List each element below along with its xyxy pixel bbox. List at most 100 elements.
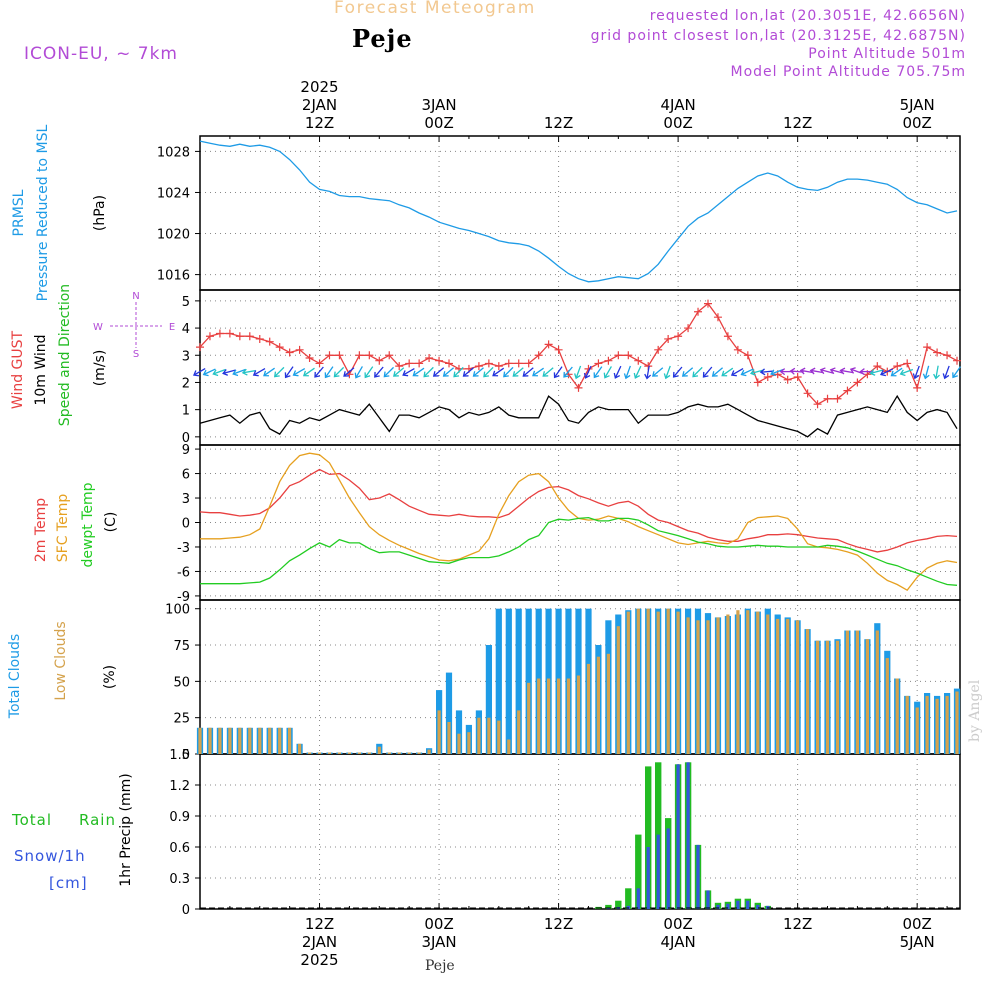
wind-arrow-head <box>922 373 930 380</box>
dewpt-series-line <box>200 516 958 586</box>
x-tick-label: 00Z <box>424 114 453 132</box>
wind-arrow-head <box>721 370 728 377</box>
snow-bar <box>676 764 680 909</box>
gust-point-marker <box>494 362 503 371</box>
low-clouds-bar <box>855 630 859 754</box>
snow-bar <box>696 844 700 909</box>
x-tick-label: 12Z <box>544 915 573 933</box>
wind-arrow-head <box>423 371 430 378</box>
sfc-temp-label: SFC Temp <box>55 494 71 563</box>
snow-bar <box>726 903 730 909</box>
low-clouds-bar <box>467 732 471 754</box>
wind-arrow-head <box>241 368 248 376</box>
wind-arrow-shaft <box>821 369 834 374</box>
snow-bar <box>686 762 690 909</box>
low-clouds-bar <box>367 752 371 754</box>
low-clouds-bar <box>636 608 640 754</box>
low-clouds-bar <box>327 752 332 754</box>
gust-point-marker <box>843 386 852 395</box>
gust-point-marker <box>733 345 742 354</box>
wind-direction-arrow <box>890 367 903 377</box>
wind-direction-arrow <box>402 368 415 377</box>
wind-arrow-head <box>583 372 591 379</box>
footer-location: Peje <box>425 958 455 974</box>
gust-point-marker <box>634 356 643 365</box>
wind-arrow-shaft <box>285 366 294 377</box>
y-tick-label: 2 <box>182 376 190 391</box>
wind-arrow-shaft <box>841 369 854 374</box>
wind-direction-arrow <box>613 365 622 379</box>
wind-arrow-head <box>809 367 816 375</box>
y-tick-label: 0 <box>182 748 190 763</box>
low-clouds-bar <box>766 614 770 754</box>
wind-arrow-shaft <box>653 367 664 376</box>
low-clouds-label: Low Clouds <box>53 621 69 700</box>
wind-arrow-shaft <box>264 367 275 376</box>
gust-point-marker <box>893 362 902 371</box>
wind-arrow-head <box>770 369 777 377</box>
wind-arrow-head <box>503 371 509 378</box>
gust-point-marker <box>275 343 284 352</box>
y-tick-label: 75 <box>173 639 190 654</box>
wind-direction-arrow <box>412 367 425 377</box>
wind-direction-arrow <box>292 368 306 377</box>
gust-point-marker <box>245 332 254 341</box>
pressure-label: Pressure Reduced to MSL <box>35 124 51 301</box>
wind-arrow-head <box>383 371 390 378</box>
y-axis-label: (m/s) <box>92 350 108 387</box>
total-rain-label: Total <box>11 811 52 829</box>
y-tick-label: 1020 <box>157 228 190 243</box>
wind-arrow-head <box>879 369 886 377</box>
wind-arrow-head <box>212 369 219 377</box>
gust-point-marker <box>285 348 294 357</box>
wind-direction-arrow <box>899 368 914 377</box>
wind-direction-arrow <box>364 366 374 379</box>
snow-bar <box>706 890 710 909</box>
wind-arrow-shaft <box>344 367 355 376</box>
y-tick-label: 0 <box>182 431 190 446</box>
y-tick-label: 100 <box>165 603 190 618</box>
wind-arrow-head <box>849 367 856 374</box>
wind-direction-arrow <box>563 366 573 378</box>
low-clouds-bar <box>726 614 730 754</box>
wind-arrow-shaft <box>434 367 445 376</box>
low-clouds-bar <box>417 752 421 754</box>
gust-point-marker <box>395 362 404 371</box>
wind-arrow-shaft <box>233 368 246 375</box>
wind-arrow-shaft <box>523 367 534 376</box>
rain-bar <box>625 888 632 909</box>
wind-arrow-head <box>759 368 766 376</box>
low-clouds-bar <box>517 710 521 754</box>
gust-point-marker <box>335 351 344 360</box>
wind-arrow-shaft <box>953 366 961 377</box>
gust-point-marker <box>534 351 543 360</box>
wind-arrow-shaft <box>801 369 814 374</box>
total-clouds-bar <box>515 608 522 754</box>
low-clouds-bar <box>716 617 720 754</box>
wind-direction-arrow <box>333 366 345 378</box>
total-clouds-bar <box>485 645 492 754</box>
snow-bar <box>646 847 650 909</box>
low-clouds-bar <box>258 727 262 754</box>
wind-direction-arrow <box>623 365 631 380</box>
gust-point-marker <box>823 394 832 403</box>
y-tick-label: 50 <box>173 675 190 690</box>
y-tick-label: 25 <box>173 712 190 727</box>
wind-arrow-shaft <box>751 369 764 374</box>
total-clouds-bar <box>455 710 463 754</box>
low-clouds-bar <box>686 617 690 754</box>
wind-arrow-head <box>284 372 291 379</box>
wind-direction-arrow <box>222 369 236 376</box>
x-tick-label: 00Z <box>663 915 692 933</box>
wind-arrow-shaft <box>214 368 226 375</box>
wind-arrow-head <box>613 372 621 379</box>
rain-bar <box>635 834 642 909</box>
low-clouds-bar <box>507 739 511 754</box>
rain-bar <box>615 900 622 909</box>
pressure-label: PRMSL <box>11 189 27 236</box>
gust-point-marker <box>415 359 424 368</box>
y-tick-label: 9 <box>182 443 190 458</box>
wind-direction-arrow <box>809 367 824 375</box>
wind-arrow-shaft <box>683 367 694 376</box>
rain-bar <box>605 904 612 909</box>
